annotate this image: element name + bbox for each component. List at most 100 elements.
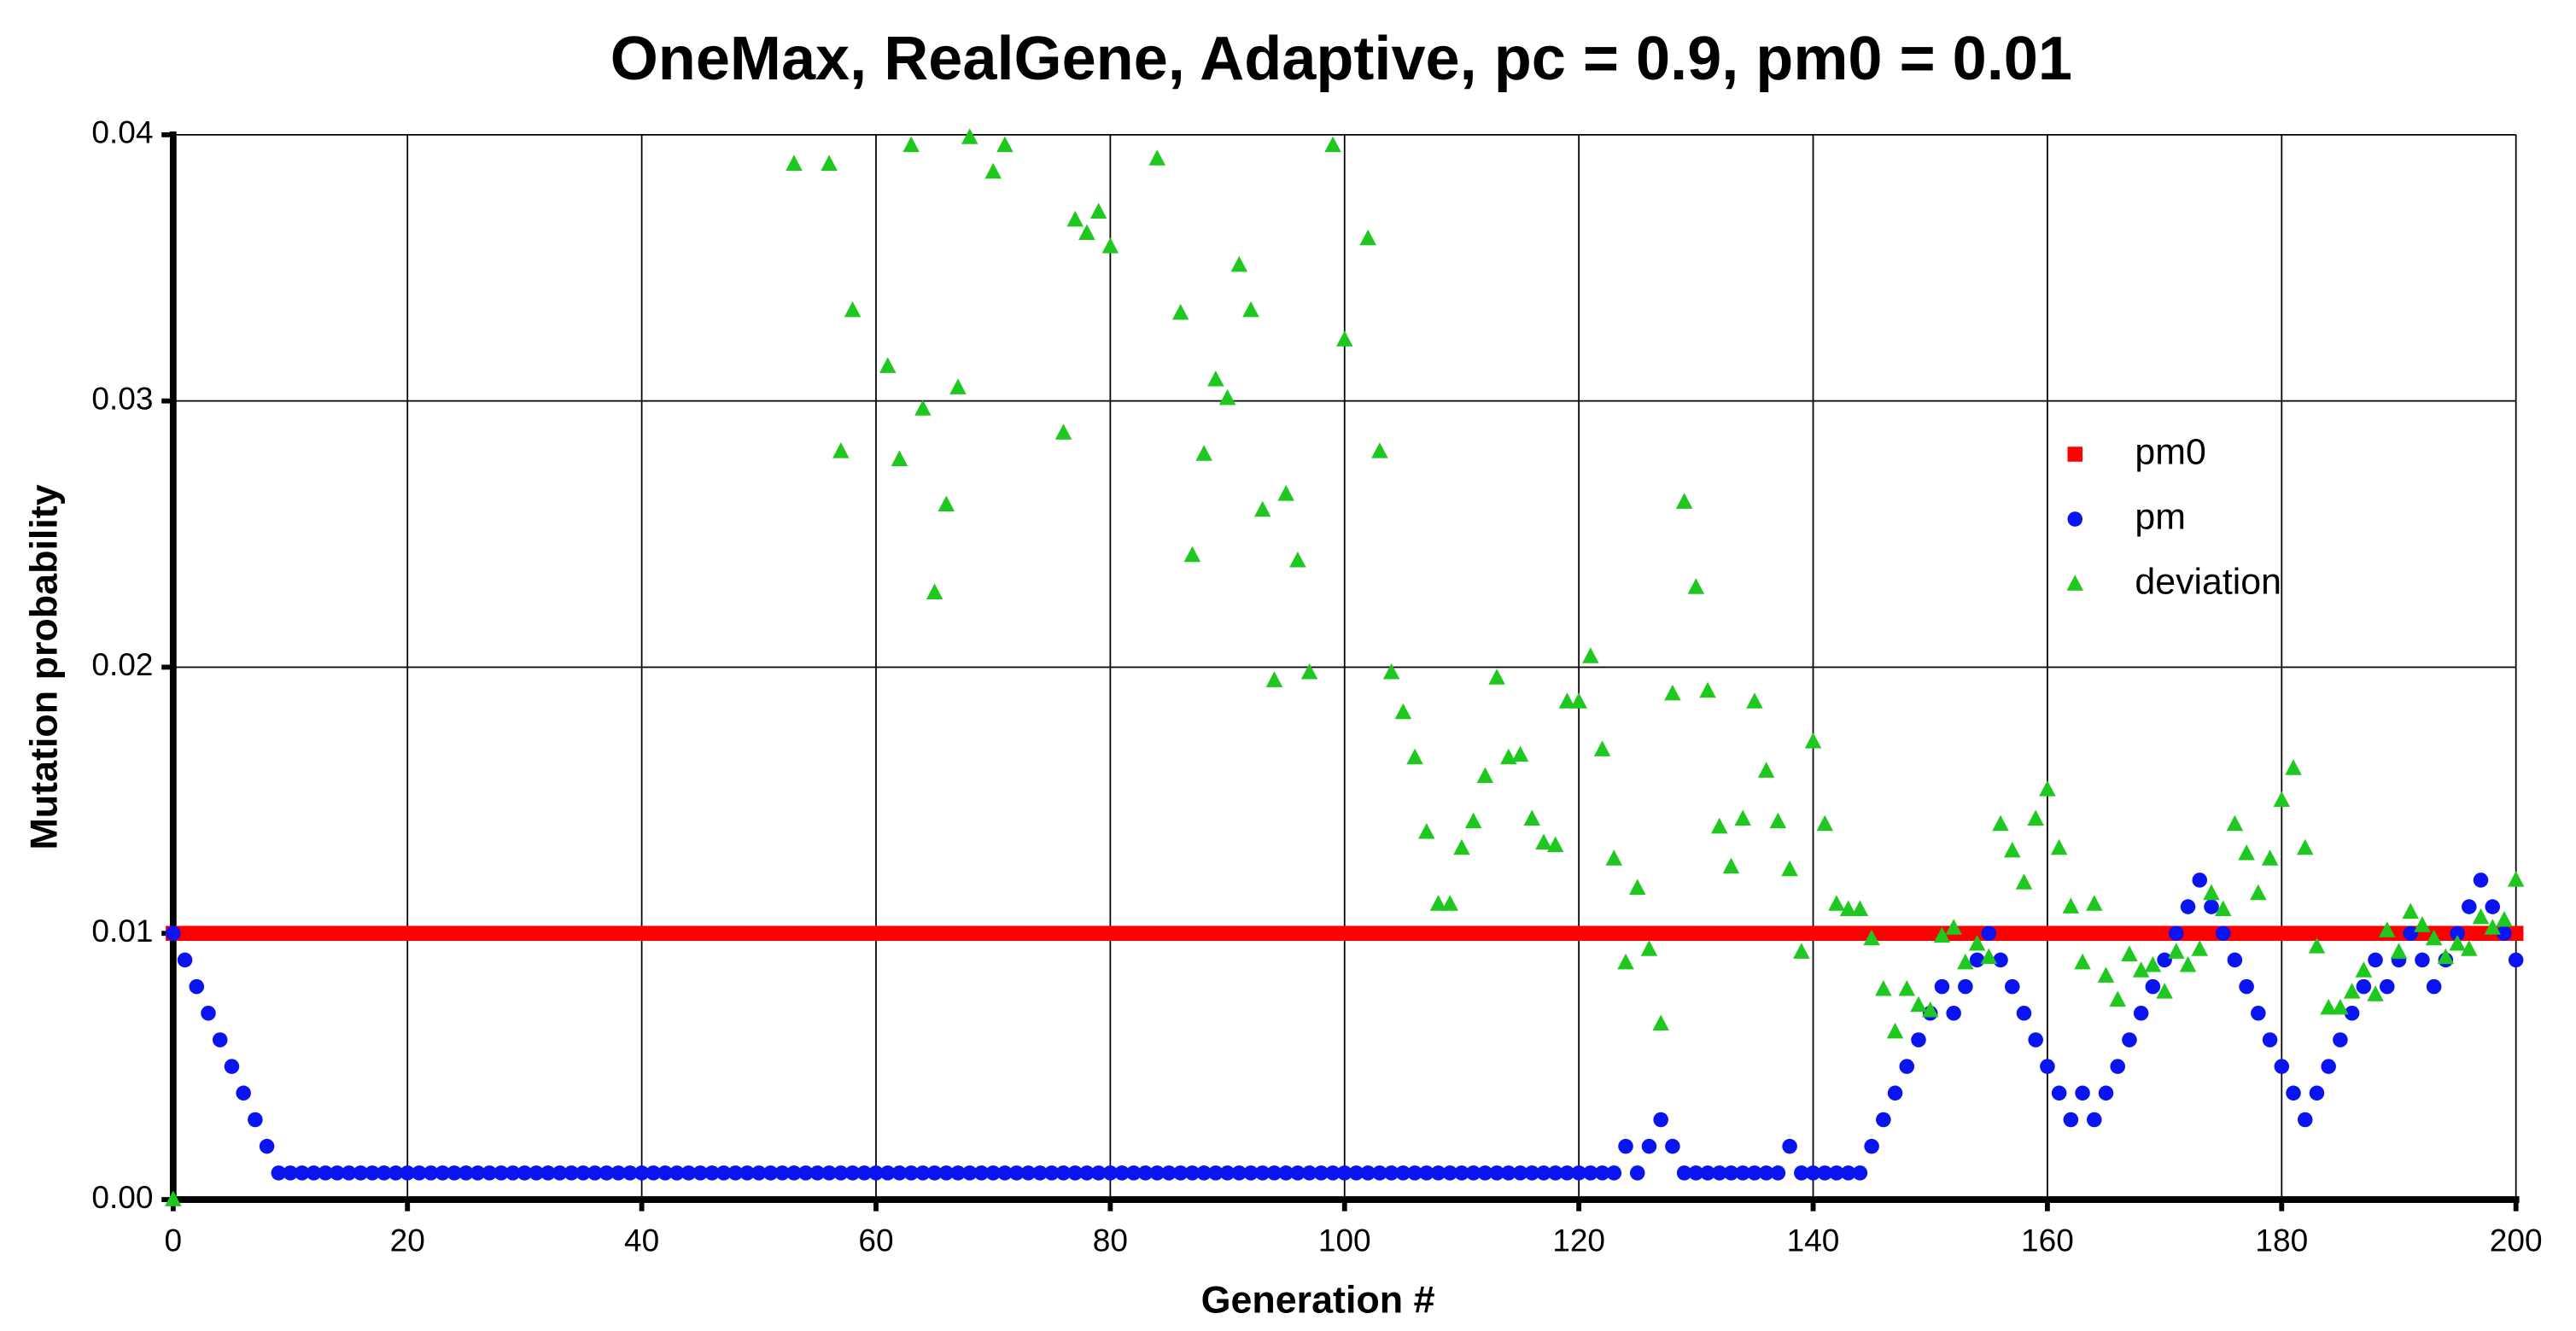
square-marker — [529, 925, 544, 942]
circle-marker — [423, 1165, 439, 1181]
square-marker — [1887, 925, 1903, 942]
triangle-marker — [1839, 900, 1857, 916]
square-marker — [2192, 925, 2208, 942]
circle-marker — [1044, 1165, 1060, 1181]
triangle-marker — [1980, 948, 1998, 965]
circle-marker — [552, 1165, 568, 1181]
circle-marker — [1512, 1165, 1528, 1181]
triangle-marker — [2507, 871, 2525, 887]
circle-marker — [1055, 1165, 1072, 1181]
x-tick-label: 120 — [1552, 1222, 1605, 1258]
square-marker — [2274, 925, 2290, 942]
triangle-marker — [2379, 921, 2396, 937]
square-marker — [212, 925, 228, 942]
square-marker — [1735, 925, 1750, 942]
square-marker — [2157, 925, 2172, 942]
circle-marker — [1231, 1165, 1247, 1181]
y-tick-label: 0.01 — [91, 913, 153, 949]
triangle-marker — [2062, 897, 2080, 914]
square-marker — [1079, 925, 1095, 942]
square-marker — [177, 925, 193, 942]
circle-marker — [1899, 1059, 1915, 1074]
triangle-marker — [1582, 647, 1599, 663]
circle-marker — [1911, 1032, 1926, 1048]
circle-marker — [856, 1165, 873, 1181]
circle-marker — [2028, 1032, 2043, 1048]
triangle-marker — [2437, 948, 2455, 965]
triangle-marker — [2132, 961, 2150, 978]
circle-marker — [529, 1165, 544, 1181]
triangle-marker — [1711, 817, 1728, 834]
circle-marker — [844, 1165, 861, 1181]
square-marker — [1501, 925, 1516, 942]
triangle-marker — [1382, 663, 1400, 680]
circle-marker — [494, 1165, 509, 1181]
square-marker — [1044, 925, 1060, 942]
triangle-marker — [1406, 748, 1423, 765]
circle-marker — [1606, 1165, 1622, 1181]
triangle-marker — [1593, 740, 1611, 756]
circle-marker — [2403, 925, 2418, 942]
circle-marker — [797, 1165, 814, 1181]
square-marker — [1922, 925, 1938, 942]
triangle-marker — [938, 495, 955, 512]
square-marker — [915, 925, 931, 942]
square-marker — [1419, 925, 1434, 942]
circle-marker — [2379, 978, 2395, 995]
circle-marker — [412, 1165, 427, 1181]
circle-marker — [1172, 1165, 1189, 1181]
circle-marker — [1102, 1165, 1119, 1181]
square-marker — [470, 925, 486, 942]
square-marker — [330, 925, 345, 942]
square-marker — [540, 925, 556, 942]
square-marker — [2344, 925, 2360, 942]
square-marker — [1606, 925, 1622, 942]
y-tick-label: 0.02 — [91, 646, 153, 682]
circle-marker — [1993, 952, 2008, 968]
square-marker — [938, 925, 955, 942]
circle-marker — [1524, 1165, 1540, 1181]
triangle-marker — [1078, 224, 1095, 241]
square-marker — [2075, 925, 2090, 942]
square-marker — [1993, 925, 2008, 942]
square-marker — [1161, 925, 1177, 942]
square-marker — [1208, 925, 1224, 942]
circle-marker — [1465, 1165, 1481, 1181]
triangle-marker — [1464, 812, 1482, 829]
square-marker — [2356, 925, 2372, 942]
square-marker — [2438, 925, 2454, 942]
triangle-marker — [2390, 943, 2408, 959]
circle-marker — [2180, 899, 2196, 914]
triangle-marker — [2343, 983, 2361, 999]
square-marker — [1407, 925, 1422, 942]
circle-marker — [306, 1165, 322, 1181]
triangle-marker — [1218, 388, 1236, 406]
triangle-marker — [1511, 745, 1529, 762]
square-marker — [1618, 925, 1633, 942]
circle-marker — [1817, 1165, 1833, 1181]
triangle-marker — [2449, 935, 2466, 951]
triangle-marker — [1781, 860, 1798, 877]
circle-marker — [1008, 1165, 1025, 1181]
circle-marker — [1712, 1165, 1727, 1181]
square-marker — [1395, 925, 1411, 942]
triangle-marker — [891, 450, 908, 467]
triangle-marker — [949, 378, 967, 394]
square-marker — [610, 925, 626, 942]
square-marker — [201, 925, 216, 942]
circle-marker — [1278, 1165, 1294, 1181]
circle-marker — [2040, 1059, 2055, 1074]
triangle-marker — [2015, 873, 2033, 890]
triangle-marker — [1570, 692, 1587, 709]
circle-marker — [1547, 1165, 1563, 1181]
square-marker — [2321, 925, 2336, 942]
circle-marker — [973, 1165, 990, 1181]
circle-marker — [833, 1165, 849, 1181]
circle-marker — [997, 1165, 1013, 1181]
y-axis-label: Mutation probability — [23, 484, 66, 849]
square-marker — [1770, 925, 1786, 942]
square-marker — [2309, 925, 2325, 942]
circle-marker — [1653, 1112, 1668, 1128]
triangle-marker — [1300, 663, 1318, 680]
circle-marker — [1383, 1165, 1399, 1181]
